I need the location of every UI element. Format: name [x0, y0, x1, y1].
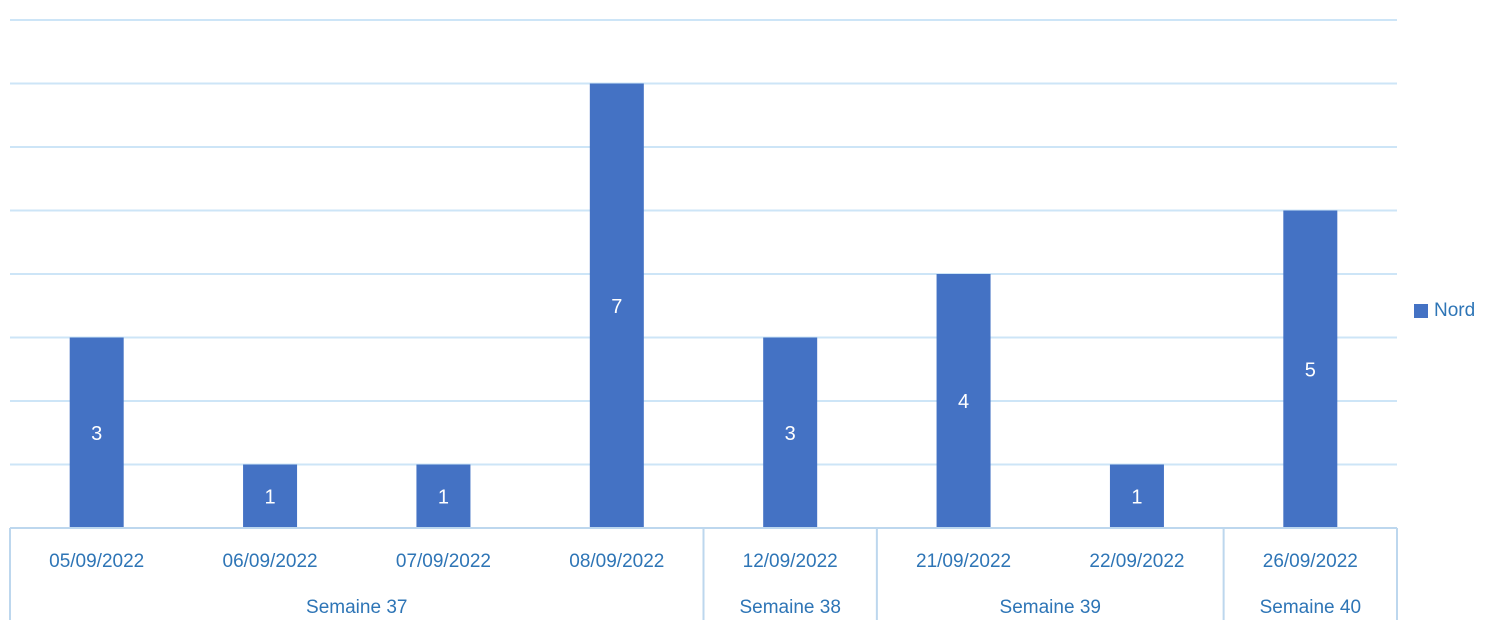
- bar: [416, 464, 471, 528]
- bar: [1283, 210, 1338, 528]
- bar: [1109, 464, 1164, 528]
- bar: [243, 464, 298, 528]
- category-axis: 05/09/2022 06/09/2022 07/09/2022 08/09/2022…: [9, 527, 1398, 620]
- bar: [936, 274, 991, 528]
- tick-label: 21/09/2022: [916, 551, 1011, 572]
- bar: [763, 337, 818, 528]
- tick-label: 12/09/2022: [743, 551, 838, 572]
- legend-swatch: [1414, 304, 1428, 318]
- group-label: Semaine 39: [1000, 597, 1101, 618]
- data-label: 7: [611, 296, 622, 318]
- legend-label: Nord: [1434, 300, 1476, 321]
- tick-label: 22/09/2022: [1089, 551, 1184, 572]
- legend: Nord: [1414, 300, 1475, 322]
- group-label: Semaine 38: [739, 597, 840, 618]
- bar: [589, 83, 644, 528]
- tick-label: 07/09/2022: [396, 551, 491, 572]
- tick-label: 05/09/2022: [49, 551, 144, 572]
- data-label: 1: [265, 486, 276, 508]
- tick-label: 08/09/2022: [569, 551, 664, 572]
- tick-label: 06/09/2022: [223, 551, 318, 572]
- data-label: 3: [91, 423, 102, 445]
- gridlines: [10, 19, 1397, 466]
- tick-label: 26/09/2022: [1263, 551, 1358, 572]
- data-label: 1: [438, 486, 449, 508]
- data-label: 1: [1131, 486, 1142, 508]
- bars: [69, 83, 1338, 528]
- data-label: 3: [785, 423, 796, 445]
- data-label: 5: [1305, 359, 1316, 381]
- group-label: Semaine 40: [1260, 597, 1361, 618]
- data-label: 4: [958, 391, 969, 413]
- bar: [69, 337, 124, 528]
- group-label: Semaine 37: [306, 597, 407, 618]
